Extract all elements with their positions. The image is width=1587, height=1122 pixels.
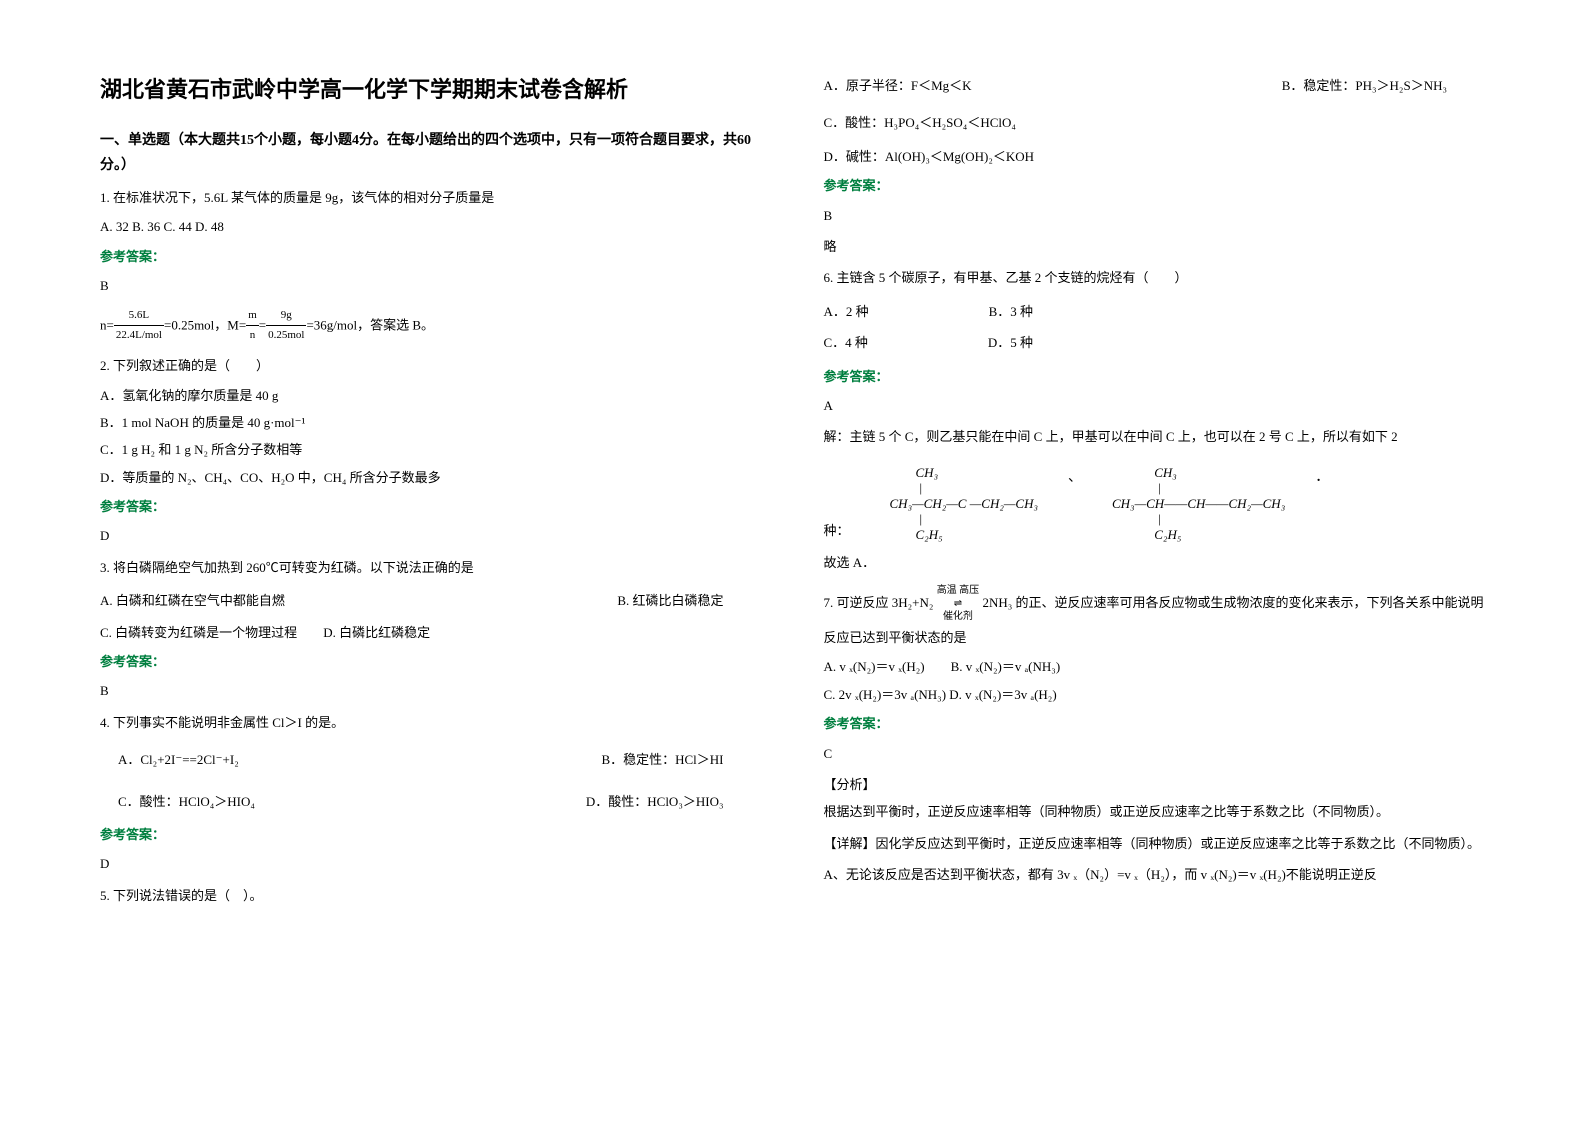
- q5-optD: D．碱性：Al(OH)₃＜Mg(OH)₂＜KOH: [824, 145, 1488, 168]
- q5-answer-label: 参考答案：: [824, 174, 1488, 197]
- left-column: 湖北省黄石市武岭中学高一化学下学期期末试卷含解析 一、单选题（本大题共15个小题…: [100, 70, 764, 1052]
- q5-explanation: 略: [824, 235, 1488, 258]
- frac-bot: 0.25mol: [266, 326, 306, 346]
- q6-optB: B．3 种: [989, 300, 1033, 323]
- q1-answer: B: [100, 274, 764, 297]
- right-column: A．原子半径：F＜Mg＜K B．稳定性：PH₃＞H₂S＞NH₃ C．酸性：H₃P…: [824, 70, 1488, 1052]
- q3-text: 3. 将白磷隔绝空气加热到 260℃可转变为红磷。以下说法正确的是: [100, 556, 764, 579]
- q3-optD: D. 白磷比红磷稳定: [323, 625, 430, 640]
- struct-sep: 、: [1068, 465, 1082, 543]
- q7-answer: C: [824, 742, 1488, 765]
- q6-answer: A: [824, 394, 1488, 417]
- q7-detailA: A、无论该反应是否达到平衡状态，都有 3v ₓ（N₂）=v ₓ（H₂），而 v …: [824, 863, 1488, 886]
- q7-answer-label: 参考答案：: [824, 712, 1488, 735]
- q6-structures: CH₃ | CH₃—CH₂—C —CH₂—CH₃ | C₂H₅ 、 CH₃ | …: [850, 465, 1330, 543]
- q6-exp2: 种：: [824, 519, 850, 542]
- q1-explanation: n=5.6L22.4L/mol=0.25mol，M=mn=9g0.25mol=3…: [100, 306, 764, 347]
- q4-optB: B．稳定性：HCl＞HI: [601, 748, 723, 771]
- q2-optA: A．氢氧化钠的摩尔质量是 40 g: [100, 384, 764, 407]
- q3-optA: A. 白磷和红磷在空气中都能自燃: [100, 589, 285, 612]
- q7-optA: A. v ₓ(N₂)＝v ₓ(H₂): [824, 659, 925, 674]
- q7-optC: C. 2v ₓ(H₂)＝3v ₐ(NH₃): [824, 687, 947, 702]
- q3-optB: B. 红磷比白磷稳定: [617, 589, 723, 612]
- q7-optD: D. v ₓ(N₂)＝3v ₐ(H₂): [949, 687, 1056, 702]
- q1-options: A. 32 B. 36 C. 44 D. 48: [100, 215, 764, 238]
- q7-detail-label: 【详解】: [824, 836, 876, 851]
- q1-exp-suffix: =36g/mol，答案选 B。: [306, 317, 434, 332]
- q6-optA: A．2 种: [824, 300, 869, 323]
- q7-optB: B. v ₓ(N₂)＝v ₐ(NH₃): [951, 659, 1061, 674]
- section-header: 一、单选题（本大题共15个小题，每小题4分。在每小题给出的四个选项中，只有一项符…: [100, 128, 764, 178]
- q7-analysis-label: 【分析】: [824, 773, 1488, 796]
- q7-optAB: A. v ₓ(N₂)＝v ₓ(H₂) B. v ₓ(N₂)＝v ₐ(NH₃): [824, 655, 1488, 678]
- q4-answer: D: [100, 852, 764, 875]
- q7-detail-text: 因化学反应达到平衡时，正逆反应速率相等（同种物质）或正逆反应速率之比等于系数之比…: [876, 836, 1481, 851]
- q3-answer: B: [100, 679, 764, 702]
- q6-exp1: 解：主链 5 个 C，则乙基只能在中间 C 上，甲基可以在中间 C 上，也可以在…: [824, 425, 1488, 448]
- q5-optC: C．酸性：H₃PO₄＜H₂SO₄＜HClO₄: [824, 111, 1488, 134]
- q4-optD: D．酸性：HClO₃＞HIO₃: [586, 790, 724, 813]
- q6-conclusion: 故选 A．: [824, 551, 1488, 574]
- q6-optC: C．4 种: [824, 331, 868, 354]
- q4-optA: A．Cl₂+2I⁻==2Cl⁻+I₂: [118, 748, 239, 771]
- frac-bot: n: [246, 326, 259, 346]
- q6-optD: D．5 种: [988, 331, 1033, 354]
- q1-exp-prefix: n=: [100, 317, 114, 332]
- q2-answer-label: 参考答案：: [100, 495, 764, 518]
- q6-text: 6. 主链含 5 个碳原子，有甲基、乙基 2 个支链的烷烃有（ ）: [824, 266, 1488, 289]
- frac-top: 9g: [266, 306, 306, 327]
- struct-period: ．: [1315, 465, 1329, 543]
- q5-answer: B: [824, 204, 1488, 227]
- q3-optCD: C. 白磷转变为红磷是一个物理过程 D. 白磷比红磷稳定: [100, 621, 764, 644]
- q2-optB: B．1 mol NaOH 的质量是 40 g·mol⁻¹: [100, 411, 764, 434]
- q1-answer-label: 参考答案：: [100, 245, 764, 268]
- q7-prefix: 7. 可逆反应 3H₂+N₂: [824, 595, 934, 610]
- struct-2: CH₃ | CH₃—CH——CH——CH₂—CH₃ | C₂H₅: [1112, 465, 1285, 543]
- q2-answer: D: [100, 524, 764, 547]
- frac-top: 5.6L: [114, 306, 164, 327]
- q6-structures-row: 种： CH₃ | CH₃—CH₂—C —CH₂—CH₃ | C₂H₅ 、 CH₃…: [824, 457, 1488, 551]
- q5-optA: A．原子半径：F＜Mg＜K: [824, 74, 972, 97]
- q7-analysis: 根据达到平衡时，正逆反应速率相等（同种物质）或正逆反应速率之比等于系数之比（不同…: [824, 800, 1488, 823]
- struct-1: CH₃ | CH₃—CH₂—C —CH₂—CH₃ | C₂H₅: [890, 465, 1038, 543]
- q5-text: 5. 下列说法错误的是（ ）。: [100, 884, 764, 907]
- q4-text: 4. 下列事实不能说明非金属性 Cl＞I 的是。: [100, 711, 764, 734]
- q7-text: 7. 可逆反应 3H₂+N₂ 高温 高压 ⇌ 催化剂 2NH₃ 的正、逆反应速率…: [824, 582, 1488, 649]
- q3-optC: C. 白磷转变为红磷是一个物理过程: [100, 625, 297, 640]
- q4-optC: C．酸性：HClO₄＞HIO₄: [118, 790, 255, 813]
- q1-text: 1. 在标准状况下，5.6L 某气体的质量是 9g，该气体的相对分子质量是: [100, 186, 764, 209]
- q2-optD: D．等质量的 N₂、CH₄、CO、H₂O 中，CH₄ 所含分子数最多: [100, 466, 764, 489]
- q7-detail: 【详解】因化学反应达到平衡时，正逆反应速率相等（同种物质）或正逆反应速率之比等于…: [824, 832, 1488, 855]
- frac-bot: 22.4L/mol: [114, 326, 164, 346]
- frac-top: m: [246, 306, 259, 327]
- q7-optCD: C. 2v ₓ(H₂)＝3v ₐ(NH₃) D. v ₓ(N₂)＝3v ₐ(H₂…: [824, 683, 1488, 706]
- q2-optC: C．1 g H₂ 和 1 g N₂ 所含分子数相等: [100, 438, 764, 461]
- q1-exp-mid: =0.25mol，M=: [164, 317, 246, 332]
- q2-text: 2. 下列叙述正确的是（ ）: [100, 354, 764, 377]
- q6-answer-label: 参考答案：: [824, 365, 1488, 388]
- arrow-bot: 催化剂: [937, 608, 980, 626]
- reversible-arrow: 高温 高压 ⇌ 催化剂: [937, 582, 980, 626]
- q4-answer-label: 参考答案：: [100, 823, 764, 846]
- q5-optB: B．稳定性：PH₃＞H₂S＞NH₃: [1282, 74, 1447, 97]
- page-title: 湖北省黄石市武岭中学高一化学下学期期末试卷含解析: [100, 70, 764, 110]
- q3-answer-label: 参考答案：: [100, 650, 764, 673]
